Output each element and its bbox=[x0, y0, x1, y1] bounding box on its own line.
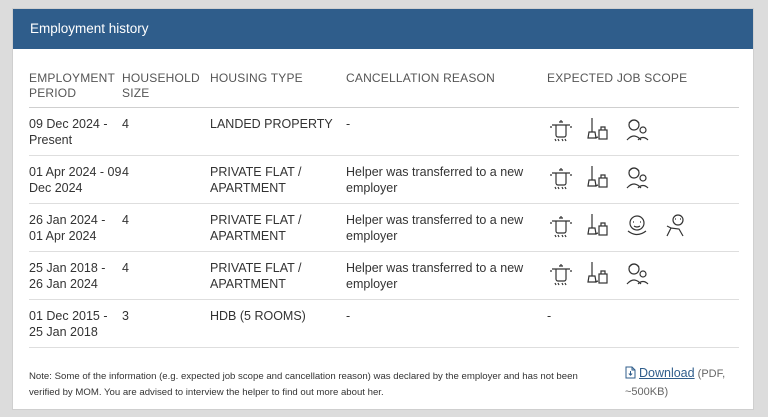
cleaning-icon bbox=[587, 213, 608, 236]
cooking-pot-icon bbox=[549, 167, 573, 190]
housing-type: PRIVATE FLAT / APARTMENT bbox=[210, 203, 346, 252]
cancellation-reason: - bbox=[346, 107, 547, 156]
table-row: 09 Dec 2024 - Present 4 LANDED PROPERTY … bbox=[29, 107, 739, 156]
table-row: 26 Jan 2024 - 01 Apr 2024 4 PRIVATE FLAT… bbox=[29, 203, 739, 252]
cleaning-icon bbox=[587, 261, 608, 284]
cooking-pot-icon bbox=[549, 119, 573, 142]
header-employment-period: EMPLOYMENT PERIOD bbox=[29, 71, 122, 108]
job-scope bbox=[547, 107, 739, 156]
job-scope: - bbox=[547, 299, 739, 348]
housing-type: HDB (5 ROOMS) bbox=[210, 299, 346, 348]
household-size: 3 bbox=[122, 299, 210, 348]
employment-period: 09 Dec 2024 - Present bbox=[29, 107, 122, 156]
employment-period: 26 Jan 2024 - 01 Apr 2024 bbox=[29, 203, 122, 252]
housing-type: PRIVATE FLAT / APARTMENT bbox=[210, 251, 346, 300]
infant-care-icon bbox=[627, 215, 647, 236]
employment-period: 25 Jan 2018 - 26 Jan 2024 bbox=[29, 251, 122, 300]
cooking-pot-icon bbox=[549, 263, 573, 286]
employment-history-card: Employment history EMPLOYMENT PERIOD HOU… bbox=[12, 8, 754, 410]
cleaning-icon bbox=[587, 165, 608, 188]
household-size: 4 bbox=[122, 203, 210, 252]
employment-history-table: EMPLOYMENT PERIOD HOUSEHOLD SIZE HOUSING… bbox=[29, 71, 739, 348]
header-housing-type: HOUSING TYPE bbox=[210, 71, 346, 108]
download-link[interactable]: Download bbox=[639, 366, 695, 380]
household-size: 4 bbox=[122, 155, 210, 204]
table-row: 25 Jan 2018 - 26 Jan 2024 4 PRIVATE FLAT… bbox=[29, 251, 739, 300]
table-row: 01 Dec 2015 - 25 Jan 2018 3 HDB (5 ROOMS… bbox=[29, 299, 739, 348]
job-scope bbox=[547, 203, 739, 252]
header-household-size: HOUSEHOLD SIZE bbox=[122, 71, 210, 108]
housing-type: PRIVATE FLAT / APARTMENT bbox=[210, 155, 346, 204]
cancellation-reason: Helper was transferred to a new employer bbox=[346, 203, 547, 252]
header-expected-job-scope: EXPECTED JOB SCOPE bbox=[547, 71, 739, 108]
header-cancellation-reason: CANCELLATION REASON bbox=[346, 71, 547, 108]
housing-type: LANDED PROPERTY bbox=[210, 107, 346, 156]
download-section: Download (PDF, ~500KB) bbox=[625, 365, 745, 400]
household-size: 4 bbox=[122, 251, 210, 300]
elderly-care-icon bbox=[626, 167, 649, 189]
file-icon bbox=[625, 366, 636, 384]
household-size: 4 bbox=[122, 107, 210, 156]
card-title: Employment history bbox=[13, 9, 753, 49]
job-scope bbox=[547, 155, 739, 204]
disclaimer-note: Note: Some of the information (e.g. expe… bbox=[29, 371, 578, 398]
employment-period: 01 Dec 2015 - 25 Jan 2018 bbox=[29, 299, 122, 348]
cleaning-icon bbox=[587, 117, 608, 140]
download-meta: (PDF, ~500KB) bbox=[625, 368, 726, 398]
cancellation-reason: Helper was transferred to a new employer bbox=[346, 251, 547, 300]
cancellation-reason: - bbox=[346, 299, 547, 348]
table-row: 01 Apr 2024 - 09 Dec 2024 4 PRIVATE FLAT… bbox=[29, 155, 739, 204]
table-header-row: EMPLOYMENT PERIOD HOUSEHOLD SIZE HOUSING… bbox=[29, 71, 739, 108]
elderly-care-icon bbox=[626, 263, 649, 285]
employment-period: 01 Apr 2024 - 09 Dec 2024 bbox=[29, 155, 122, 204]
child-care-icon bbox=[666, 214, 684, 237]
cooking-pot-icon bbox=[549, 215, 573, 238]
job-scope bbox=[547, 251, 739, 300]
cancellation-reason: Helper was transferred to a new employer bbox=[346, 155, 547, 204]
elderly-care-icon bbox=[626, 119, 649, 141]
